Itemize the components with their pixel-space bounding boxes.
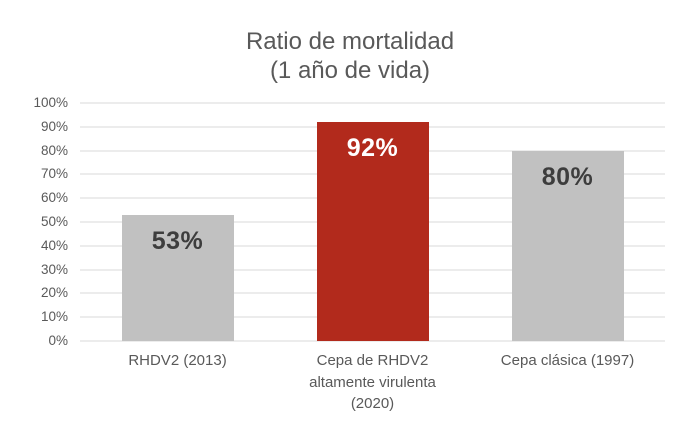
x-axis-category-label: RHDV2 (2013) <box>128 352 227 369</box>
bar-3: 80% <box>511 150 624 341</box>
chart-subtitle: (1 año de vida) <box>269 57 431 84</box>
bar-cell: 92% <box>275 103 470 341</box>
y-axis-tick-label: 90% <box>40 118 68 134</box>
x-axis-labels: RHDV2 (2013) Cepa de RHDV2 altamente viru… <box>80 350 665 415</box>
gridline <box>80 102 665 104</box>
x-axis-category-label: Cepa clásica (1997) <box>500 352 635 369</box>
bar-cell: 53% <box>80 103 275 341</box>
y-axis-tick-label: 40% <box>40 237 68 253</box>
y-axis-tick-label: 20% <box>40 285 68 301</box>
plot-area: 53% 92% 80% <box>80 102 665 342</box>
bar-value-label: 92% <box>346 134 399 163</box>
y-axis-tick-label: 60% <box>40 190 68 206</box>
y-axis-tick-label: 100% <box>33 95 68 110</box>
y-axis-tick-label: 70% <box>40 166 68 182</box>
y-axis-tick-label: 30% <box>40 261 68 277</box>
bar-1: 53% <box>121 214 234 341</box>
gridline <box>80 340 665 342</box>
chart-title: Ratio de mortalidad <box>245 28 455 55</box>
bars-row: 53% 92% 80% <box>80 103 665 341</box>
chart-title-block: Ratio de mortalidad (1 año de vida) <box>0 27 700 85</box>
bar-cell: 80% <box>470 103 665 341</box>
x-axis-category-label: Cepa de RHDV2 altamente virulenta (2020) <box>309 352 436 412</box>
bar-2: 92% <box>316 122 429 341</box>
y-axis-tick-label: 80% <box>40 142 68 158</box>
y-axis-tick-label: 50% <box>40 214 68 229</box>
y-axis-tick-label: 0% <box>48 333 68 348</box>
bar-value-label: 53% <box>151 226 204 255</box>
bar-value-label: 80% <box>541 162 594 191</box>
y-axis-tick-label: 10% <box>40 309 68 325</box>
y-axis: 0% 10% 20% 30% 40% 50% 60% 70% 80% 90% 100% <box>0 95 68 348</box>
